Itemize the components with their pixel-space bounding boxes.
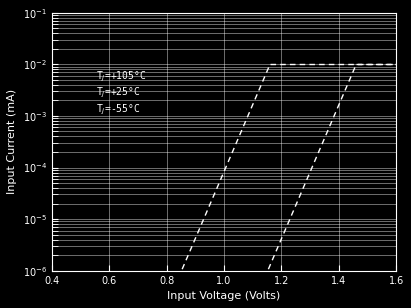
X-axis label: Input Voltage (Volts): Input Voltage (Volts) — [167, 291, 281, 301]
Y-axis label: Input Current (mA): Input Current (mA) — [7, 89, 17, 194]
Text: T$_j$=+105°C
T$_j$=+25°C
T$_j$=-55°C: T$_j$=+105°C T$_j$=+25°C T$_j$=-55°C — [97, 70, 147, 117]
